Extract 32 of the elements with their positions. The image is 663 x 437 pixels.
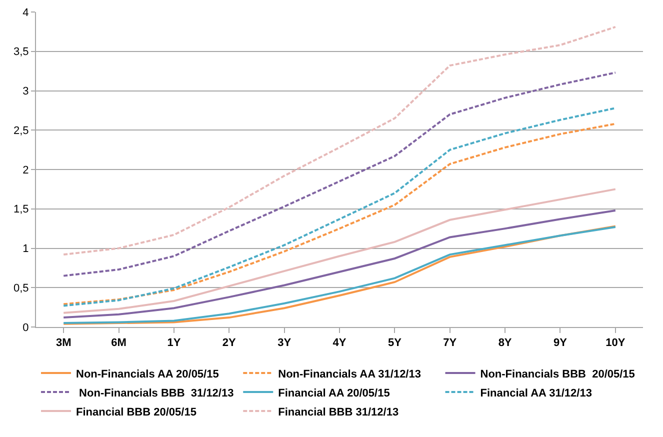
- x-tick-label: 10Y: [606, 337, 626, 350]
- x-tick-label: 8Y: [498, 337, 512, 350]
- x-tick-label: 3Y: [278, 337, 292, 350]
- y-tick-label: 2: [22, 164, 29, 176]
- legend-label: Financial AA 20/05/15: [278, 387, 390, 400]
- line-series: [62, 26, 616, 256]
- legend-label: Non-Financials BBB 20/05/15: [480, 368, 635, 380]
- line-series: [62, 188, 616, 314]
- legend-label: Financial AA 31/12/13: [480, 387, 592, 400]
- x-tick-label: 9Y: [553, 337, 568, 350]
- y-tick-label: 3: [22, 86, 29, 98]
- x-tick-label: 2Y: [222, 337, 237, 350]
- y-tick-label: 0,5: [14, 282, 29, 294]
- legend-label: Financial BBB 31/12/13: [278, 406, 399, 418]
- x-tick-label: 7Y: [443, 337, 458, 350]
- line-series: [62, 209, 616, 319]
- legend-label: Financial BBB 20/05/15: [76, 406, 196, 418]
- x-tick-label: 5Y: [388, 337, 402, 350]
- y-tick-label: 4: [22, 6, 29, 19]
- legend-label: Non-Financials AA 31/12/13: [278, 368, 421, 380]
- line-series: [62, 72, 616, 277]
- y-tick-label: 3,5: [14, 46, 29, 58]
- y-tick-label: 2,5: [14, 124, 29, 137]
- y-tick-label: 1,5: [14, 204, 29, 216]
- x-tick-label: 3M: [56, 337, 72, 350]
- x-tick-label: 4Y: [332, 337, 347, 350]
- y-tick-label: 1: [22, 243, 29, 256]
- legend-label: Non-Financials BBB 31/12/13: [76, 387, 234, 400]
- x-tick-label: 6M: [111, 337, 126, 350]
- y-tick-label: 0: [22, 322, 29, 334]
- x-tick-label: 1Y: [167, 337, 182, 350]
- legend-label: Non-Financials AA 20/05/15: [76, 368, 219, 380]
